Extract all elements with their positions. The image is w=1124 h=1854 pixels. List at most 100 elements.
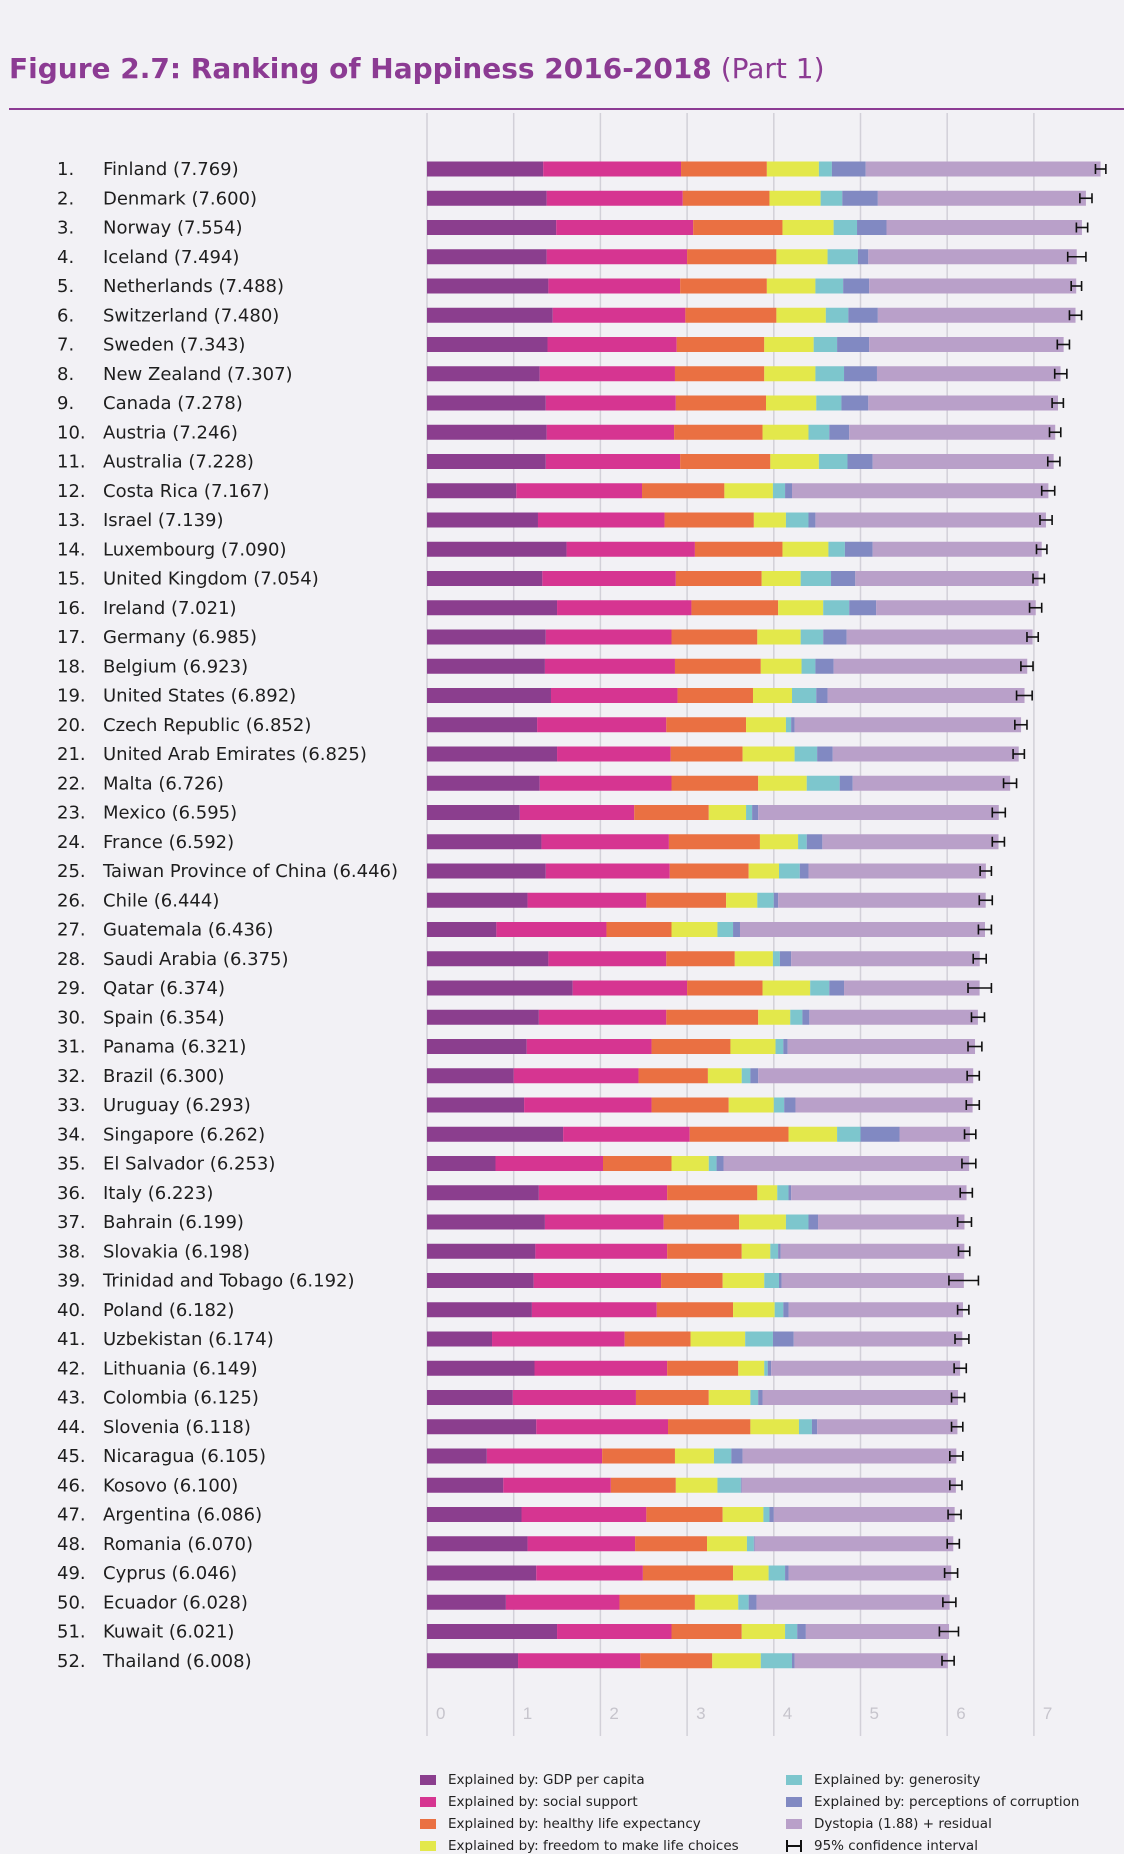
bar-segment-social: [548, 951, 667, 967]
bar-segment-gdp: [427, 1214, 545, 1230]
bar-segment-social: [543, 161, 682, 177]
bar-segment-gdp: [427, 951, 549, 967]
legend-label-health: Explained by: healthy life expectancy: [448, 1816, 701, 1832]
bar-segment-freedom: [739, 1214, 786, 1230]
bar-segment-gdp: [427, 483, 517, 499]
bar-segment-gdp: [427, 571, 543, 586]
bar-segment-corruption: [860, 1126, 900, 1142]
bar-segment-freedom: [738, 1360, 765, 1376]
bar-segment-social: [531, 1302, 657, 1318]
bar-segment-social: [546, 190, 683, 206]
bar-segment-dystopia: [872, 541, 1042, 557]
country-label: Taiwan Province of China (6.446): [102, 861, 398, 882]
bar-segment-freedom: [734, 951, 773, 967]
bar-segment-health: [602, 1448, 675, 1464]
bar-segment-health: [689, 1126, 789, 1142]
country-rank: 43.: [57, 1388, 86, 1409]
bar-segment-gdp: [427, 512, 538, 528]
bar-segment-generosity: [818, 454, 848, 469]
legend-label-generosity: Explained by: generosity: [814, 1772, 981, 1788]
bar-segment-dystopia: [818, 1214, 965, 1230]
country-label: Czech Republic (6.852): [103, 715, 311, 736]
bar-segment-freedom: [733, 1565, 769, 1581]
bar-segment-corruption: [740, 1477, 742, 1493]
bar-segment-gdp: [427, 805, 520, 820]
bar-segment-health: [687, 980, 763, 996]
bar-segment-corruption: [844, 541, 873, 557]
bar-segment-freedom: [742, 746, 795, 762]
country-rank: 4.: [57, 247, 74, 268]
bar-segment-corruption: [791, 717, 795, 733]
bar-segment-freedom: [776, 307, 826, 323]
bar-segment-dystopia: [758, 1068, 974, 1084]
bar-segment-generosity: [798, 1419, 812, 1435]
bar-segment-freedom: [764, 337, 814, 352]
country-label: United Arab Emirates (6.825): [103, 744, 367, 765]
confidence-interval-icon: [786, 1840, 802, 1852]
bar-segment-generosity: [785, 717, 792, 733]
country-label: Canada (7.278): [103, 393, 243, 414]
legend-swatch-dystopia: [786, 1819, 802, 1829]
bar-segment-freedom: [778, 600, 824, 616]
bar-segment-health: [646, 892, 727, 908]
country-label: Uruguay (6.293): [103, 1095, 251, 1116]
bar-segment-health: [638, 1068, 708, 1084]
bar-segment-corruption: [857, 220, 887, 235]
bar-segment-social: [519, 805, 635, 820]
bar-segment-generosity: [813, 337, 838, 352]
bar-segment-corruption: [783, 1302, 789, 1318]
country-label: Bahrain (6.199): [103, 1212, 244, 1233]
country-rank: 33.: [57, 1095, 86, 1116]
bar-segment-corruption: [802, 1009, 810, 1025]
bar-segment-health: [687, 249, 777, 265]
bar-segment-corruption: [773, 892, 779, 908]
bar-segment-corruption: [837, 337, 870, 352]
x-tick-label: 2: [609, 1704, 618, 1723]
bar-segment-generosity: [745, 1331, 773, 1347]
bar-segment-dystopia: [817, 1419, 958, 1435]
bar-segment-health: [606, 922, 672, 937]
bar-segment-generosity: [770, 1243, 779, 1259]
legend-item-freedom: Explained by: freedom to make life choic…: [420, 1838, 739, 1854]
bar-segment-social: [542, 571, 676, 586]
bar-segment-dystopia: [794, 717, 1022, 733]
bar-segment-social: [533, 1273, 662, 1288]
legend-label-ci: 95% confidence interval: [814, 1838, 978, 1854]
bar-segment-freedom: [750, 1419, 799, 1435]
bar-segment-health: [635, 1390, 709, 1405]
bar-segment-social: [563, 1126, 690, 1142]
bar-segment-generosity: [837, 1126, 861, 1142]
bar-segment-dystopia: [852, 775, 1011, 791]
bar-segment-dystopia: [762, 1390, 959, 1405]
bar-segment-health: [664, 512, 754, 528]
bar-segment-gdp: [427, 1448, 487, 1464]
bar-segment-social: [557, 1624, 672, 1639]
bar-segment-dystopia: [794, 1653, 948, 1669]
bar-segment-dystopia: [809, 1009, 978, 1025]
country-rank: 6.: [57, 305, 74, 326]
bar-segment-social: [538, 1009, 667, 1025]
bar-segment-corruption: [772, 1331, 794, 1347]
x-tick-label: 7: [1043, 1704, 1052, 1723]
bar-segment-corruption: [811, 1419, 818, 1435]
bar-segment-generosity: [801, 658, 816, 674]
country-rank: 45.: [57, 1446, 86, 1467]
bar-segment-health: [651, 1097, 729, 1113]
bar-segment-gdp: [427, 307, 553, 323]
country-rank: 11.: [57, 452, 86, 473]
bar-segment-dystopia: [827, 688, 1025, 703]
bar-segment-freedom: [758, 1009, 791, 1025]
bar-segment-generosity: [774, 1302, 784, 1318]
bar-segment-generosity: [785, 512, 809, 528]
bar-segment-social: [505, 1594, 620, 1610]
legend-label-gdp: Explained by: GDP per capita: [448, 1772, 645, 1788]
bar-segment-health: [624, 1331, 691, 1347]
bar-segment-social: [518, 1653, 641, 1669]
country-label: Malta (6.726): [103, 773, 224, 794]
bar-segment-social: [513, 1068, 639, 1084]
bar-segment-corruption: [841, 395, 869, 411]
country-label: Sweden (7.343): [103, 335, 245, 356]
bar-segment-dystopia: [833, 658, 1028, 674]
bar-segment-corruption: [783, 1039, 788, 1054]
country-label: Denmark (7.600): [103, 188, 257, 209]
